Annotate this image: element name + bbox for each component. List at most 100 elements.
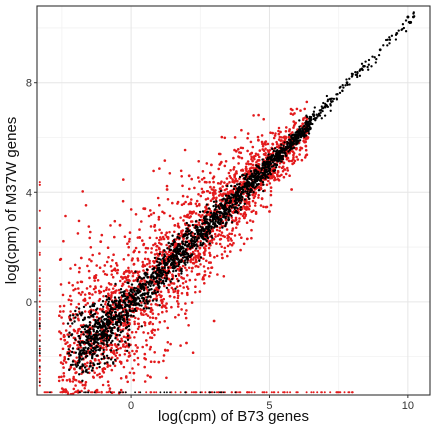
- black-point: [141, 296, 145, 300]
- black-point: [177, 264, 180, 268]
- red-point: [114, 354, 118, 357]
- black-point: [313, 106, 316, 109]
- red-point: [141, 239, 144, 242]
- red-point: [165, 306, 168, 310]
- red-point: [186, 195, 189, 199]
- red-point: [77, 291, 81, 295]
- red-point: [281, 169, 285, 173]
- red-point: [156, 328, 160, 331]
- black-point: [374, 61, 377, 64]
- red-point: [61, 391, 64, 394]
- black-point: [230, 214, 233, 218]
- red-point: [153, 253, 157, 256]
- red-point: [96, 312, 99, 315]
- red-point: [79, 346, 83, 349]
- black-point: [127, 343, 131, 346]
- red-point: [101, 346, 105, 350]
- black-point: [90, 349, 93, 352]
- red-point: [119, 328, 122, 332]
- red-point: [72, 288, 75, 292]
- black-point: [83, 328, 87, 331]
- red-point: [106, 380, 110, 384]
- black-point: [238, 182, 241, 186]
- red-point: [245, 162, 248, 165]
- black-point: [143, 292, 146, 295]
- black-point: [373, 56, 376, 59]
- black-point: [309, 121, 312, 124]
- red-point: [137, 391, 140, 394]
- red-point: [216, 273, 219, 276]
- black-point: [69, 354, 72, 357]
- black-point: [81, 364, 84, 368]
- black-point: [70, 350, 74, 354]
- black-point: [249, 170, 253, 173]
- black-point: [133, 290, 136, 293]
- red-point: [193, 252, 196, 256]
- black-point: [148, 288, 151, 292]
- black-point: [114, 321, 118, 324]
- red-point: [257, 113, 260, 117]
- black-point: [82, 305, 86, 309]
- black-point: [310, 118, 313, 121]
- black-point: [215, 200, 218, 203]
- black-point: [185, 227, 188, 230]
- black-point: [126, 334, 130, 337]
- black-point: [95, 349, 98, 352]
- red-point: [177, 302, 180, 306]
- red-point: [171, 217, 175, 220]
- black-point: [158, 252, 161, 256]
- black-point: [110, 314, 113, 317]
- red-point: [119, 388, 123, 392]
- black-point: [268, 167, 271, 170]
- black-point: [134, 391, 137, 394]
- red-point: [145, 343, 148, 347]
- red-point: [127, 240, 131, 243]
- red-point: [38, 317, 41, 319]
- red-point: [202, 246, 206, 249]
- black-point: [106, 311, 110, 314]
- red-point: [77, 380, 81, 383]
- red-point: [203, 209, 207, 213]
- black-point: [169, 255, 173, 258]
- red-point: [123, 280, 127, 284]
- red-point: [87, 225, 91, 228]
- black-point: [73, 320, 76, 323]
- red-point: [184, 280, 188, 283]
- red-point: [69, 366, 73, 369]
- red-point: [77, 287, 80, 290]
- black-point: [360, 67, 364, 71]
- black-point: [78, 360, 81, 363]
- red-point: [148, 316, 152, 319]
- black-point: [223, 204, 226, 208]
- black-point: [169, 245, 172, 248]
- black-point: [177, 252, 180, 255]
- black-point: [91, 353, 94, 356]
- black-point: [190, 238, 193, 241]
- red-point: [70, 299, 73, 302]
- black-point: [315, 113, 318, 116]
- red-point: [111, 275, 115, 279]
- red-point: [187, 202, 191, 206]
- red-point: [143, 324, 147, 327]
- red-point: [249, 219, 252, 222]
- black-point: [272, 164, 275, 168]
- red-point: [167, 288, 170, 292]
- black-point: [209, 220, 212, 223]
- black-point: [96, 345, 99, 349]
- black-point: [81, 312, 84, 315]
- black-point: [85, 368, 88, 372]
- red-point: [205, 207, 208, 211]
- black-point: [127, 314, 130, 317]
- black-point: [191, 236, 194, 239]
- red-point: [241, 168, 244, 172]
- black-point: [201, 210, 205, 213]
- red-point: [197, 176, 200, 179]
- black-point: [84, 341, 88, 345]
- black-point: [91, 366, 95, 370]
- red-point: [191, 261, 195, 265]
- black-point: [115, 306, 118, 309]
- red-point: [250, 151, 254, 155]
- red-point: [191, 258, 195, 261]
- red-point: [286, 169, 290, 172]
- red-point: [95, 315, 99, 319]
